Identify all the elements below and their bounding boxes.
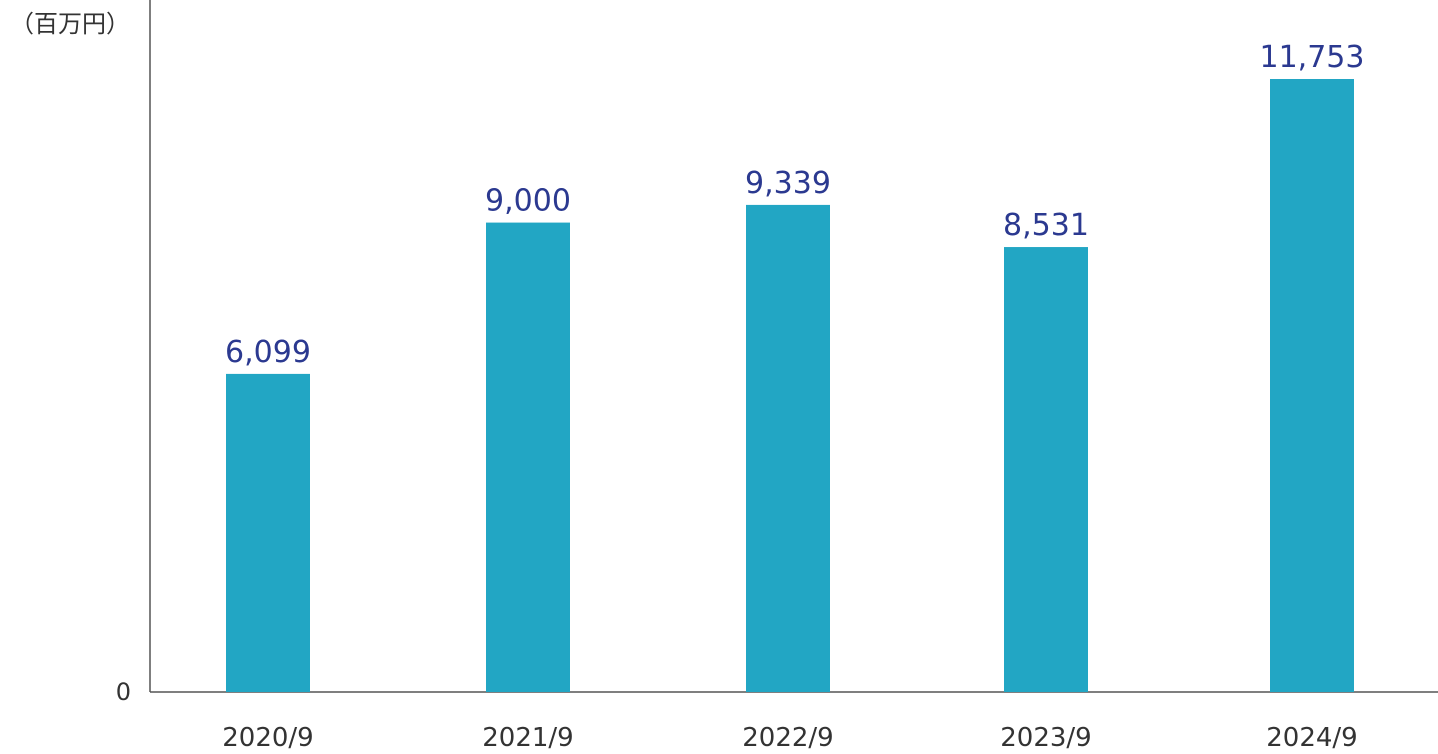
x-axis-tick-labels: 2020/9 2021/9 2022/9 2023/9 2024/9 — [222, 723, 1357, 753]
value-label-2024-9: 11,753 — [1260, 40, 1365, 75]
value-label-2021-9: 9,000 — [485, 184, 571, 219]
bar-series — [226, 79, 1354, 693]
value-label-2022-9: 9,339 — [745, 166, 831, 201]
bar-2023-9 — [1004, 247, 1088, 693]
bar-value-labels: 6,099 9,000 9,339 8,531 11,753 — [225, 40, 1364, 370]
x-tick-label-2022-9: 2022/9 — [742, 723, 833, 753]
value-label-2020-9: 6,099 — [225, 335, 311, 370]
y-tick-label-zero: 0 — [116, 678, 131, 706]
y-axis-unit-label: （百万円） — [10, 10, 130, 38]
x-tick-label-2020-9: 2020/9 — [222, 723, 313, 753]
bar-2024-9 — [1270, 79, 1354, 692]
bar-2022-9 — [746, 204, 830, 693]
x-tick-label-2021-9: 2021/9 — [482, 723, 573, 753]
bar-2021-9 — [486, 222, 570, 692]
bar-2020-9 — [226, 373, 310, 692]
x-tick-label-2024-9: 2024/9 — [1266, 723, 1357, 753]
x-tick-label-2023-9: 2023/9 — [1000, 723, 1091, 753]
value-label-2023-9: 8,531 — [1003, 208, 1089, 243]
